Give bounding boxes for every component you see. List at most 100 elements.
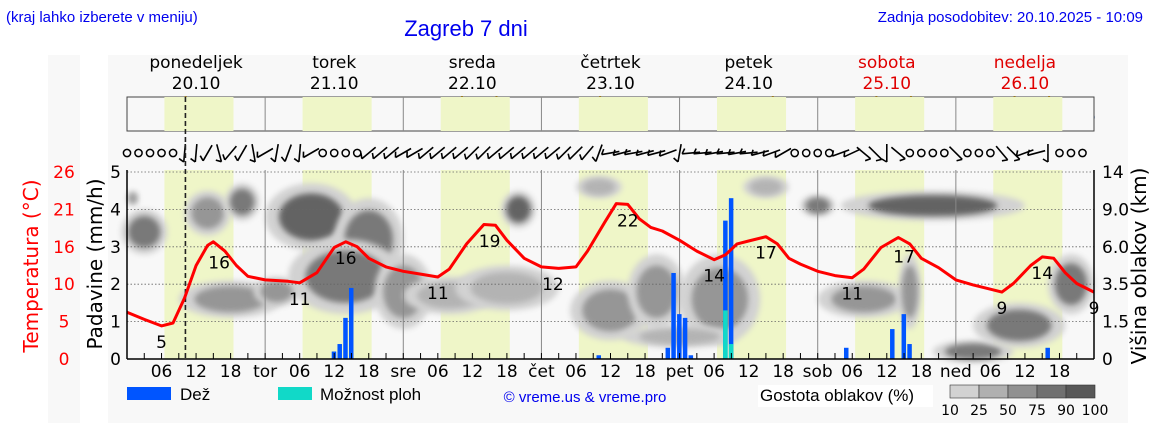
x-tick-label: 12: [600, 362, 622, 382]
rain-drops: ": [835, 127, 840, 137]
barb-flag: [1013, 158, 1020, 162]
day-name: torek: [312, 53, 356, 73]
calm-wind-icon: [963, 148, 972, 158]
barb-staff: [298, 143, 302, 163]
wind-barb-icon: [440, 146, 457, 160]
wind-barb-icon: [623, 148, 643, 156]
cloud-density-blob: [470, 272, 544, 304]
cloud-height-tick-label: 0: [1102, 350, 1113, 370]
temperature-label: 16: [208, 253, 230, 273]
barb-flag: [647, 149, 651, 156]
barb-flag: [567, 153, 571, 160]
temp-tick-label: 16: [53, 238, 75, 258]
page-title: Zagreb 7 dni: [404, 16, 528, 41]
barb-staff: [843, 148, 861, 158]
legend-showers-swatch: [278, 387, 312, 400]
day-date: 21.10: [310, 74, 359, 94]
x-tick-label: 12: [1014, 362, 1036, 382]
day-abbrev-label: sob: [803, 362, 833, 382]
precip-tick-label: 4: [110, 200, 121, 220]
density-step-label: 90: [1057, 403, 1075, 419]
cloud-height-tick-label: 3.5: [1102, 275, 1129, 295]
wind-barb-icon: [486, 146, 503, 160]
wind-barb-icon: [647, 149, 666, 157]
showers-bar: [723, 310, 728, 359]
wind-barb-icon: [394, 147, 412, 159]
x-tick-label: 06: [289, 362, 311, 382]
x-tick-label: 18: [358, 362, 380, 382]
cloud-density-blob: [691, 267, 749, 331]
barb-flag: [623, 148, 628, 155]
x-tick-label: 12: [876, 362, 898, 382]
calm-wind-icon: [329, 148, 339, 158]
wind-barb-icon: [429, 146, 446, 160]
day-abbrev-label: sre: [390, 362, 416, 382]
barb-staff: [284, 144, 292, 162]
rain-drops: ": [351, 127, 356, 137]
rain-bar: [1045, 347, 1050, 359]
rain-bar: [665, 347, 671, 359]
location-note[interactable]: (kraj lahko izberete v meniju): [6, 9, 198, 26]
rain-bar: [671, 272, 676, 359]
calm-wind-icon: [134, 148, 143, 158]
barb-flag: [899, 158, 906, 162]
wind-barb-icon: [234, 144, 248, 162]
rain-drops: ": [731, 127, 736, 137]
x-tick-label: 18: [772, 362, 794, 382]
cloud-density-blob: [128, 192, 137, 204]
cloud-density-blob: [868, 195, 998, 217]
daylight-band-icons: [578, 97, 648, 131]
barb-flag: [498, 152, 501, 159]
temperature-line: [126, 202, 1095, 328]
barb-flag: [429, 152, 432, 159]
x-tick-label: 12: [462, 362, 484, 382]
wind-barb-icon: [1042, 144, 1049, 163]
barb-flag: [509, 152, 513, 159]
wind-barb-icon: [1006, 146, 1021, 162]
cloud-density-blob: [582, 289, 639, 332]
wind-barb-icon: [727, 148, 747, 156]
temperature-label: 17: [755, 244, 777, 264]
barb-staff: [739, 151, 758, 155]
wind-barb-icon: [1015, 149, 1034, 157]
cloud-density-blob: [305, 250, 387, 303]
day-date: 23.10: [586, 74, 635, 94]
cloud-height-axis-title: Višina oblakov (km): [1127, 168, 1151, 365]
barb-flag: [383, 152, 386, 159]
barb-staff: [251, 143, 256, 163]
barb-flag: [215, 159, 222, 163]
wind-barb-icon: [635, 149, 654, 157]
barb-flag: [774, 151, 777, 158]
credit-link[interactable]: © vreme.us & vreme.pro: [504, 389, 667, 406]
calm-wind-icon: [916, 148, 926, 158]
density-swatch: [1036, 384, 1067, 399]
barb-flag: [293, 157, 300, 163]
temperature-label: 11: [427, 284, 449, 304]
barb-staff: [476, 146, 491, 160]
barb-staff: [581, 145, 594, 161]
calm-wind-icon: [939, 148, 949, 158]
temperature-label: 16: [335, 249, 357, 269]
calm-wind-icon: [145, 148, 155, 158]
wind-barb-icon: [521, 146, 538, 160]
x-tick-label: 18: [496, 362, 518, 382]
day-name: sreda: [449, 53, 496, 73]
calm-wind-icon: [790, 148, 800, 158]
x-tick-label: 06: [980, 362, 1002, 382]
rain-bar: [682, 317, 688, 359]
barb-flag: [270, 157, 276, 163]
cloud-density-blob: [636, 265, 677, 318]
density-swatch: [978, 384, 1009, 399]
barb-staff: [557, 146, 572, 160]
day-name: petek: [725, 53, 773, 73]
barb-flag: [452, 152, 455, 159]
rain-bar: [596, 355, 601, 359]
barb-staff: [545, 146, 561, 160]
barb-staff: [224, 145, 238, 161]
wind-barb-icon: [475, 146, 491, 160]
barb-flag: [222, 154, 226, 161]
day-abbrev-label: pet: [666, 362, 694, 382]
daylight-band-icons: [716, 97, 787, 131]
barb-staff: [762, 149, 781, 157]
temperature-label: 22: [617, 211, 639, 231]
